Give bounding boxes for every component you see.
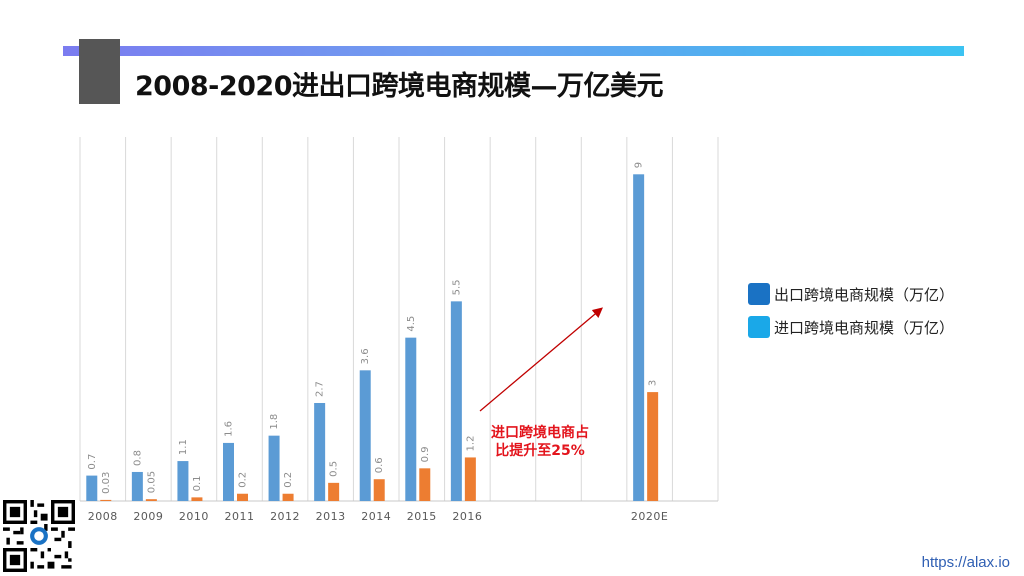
header-accent-block bbox=[79, 39, 120, 104]
import-bar bbox=[464, 457, 476, 501]
export-bar bbox=[314, 402, 326, 501]
import-data-label: 0.9 bbox=[420, 446, 431, 462]
export-bar bbox=[359, 370, 371, 501]
import-data-label: 0.2 bbox=[283, 472, 294, 488]
import-bar bbox=[328, 482, 340, 501]
x-tick-label: 2012 bbox=[270, 510, 300, 523]
import-bar bbox=[191, 497, 203, 501]
export-bar bbox=[268, 435, 280, 501]
chart-annotation: 进口跨境电商占 比提升至25% bbox=[470, 424, 610, 460]
import-data-label: 0.03 bbox=[101, 472, 112, 494]
trend-arrow bbox=[479, 307, 603, 412]
export-data-label: 0.8 bbox=[132, 450, 143, 466]
import-bar bbox=[419, 468, 431, 501]
export-data-label: 4.5 bbox=[406, 316, 417, 332]
import-data-label: 3 bbox=[648, 380, 659, 386]
footer-url[interactable]: https://alax.io bbox=[921, 554, 1010, 571]
legend-label-export: 出口跨境电商规模（万亿） bbox=[774, 285, 955, 304]
qr-code bbox=[3, 500, 75, 572]
import-data-label: 1.2 bbox=[465, 436, 476, 452]
legend-item-import: 进口跨境电商规模（万亿） bbox=[748, 316, 954, 338]
import-data-label: 0.05 bbox=[146, 471, 157, 493]
x-tick-label: 2015 bbox=[407, 510, 437, 523]
export-data-label: 1.8 bbox=[269, 414, 280, 430]
export-data-label: 9 bbox=[634, 162, 645, 168]
export-data-label: 2.7 bbox=[315, 381, 326, 397]
x-tick-label: 2014 bbox=[361, 510, 391, 523]
export-bar bbox=[223, 442, 234, 501]
import-bar bbox=[647, 392, 659, 501]
legend-item-export: 出口跨境电商规模（万亿） bbox=[748, 283, 954, 305]
export-data-label: 3.6 bbox=[360, 348, 371, 364]
import-bar bbox=[282, 493, 294, 501]
export-data-label: 5.5 bbox=[451, 279, 462, 295]
x-tick-label: 2010 bbox=[179, 510, 209, 523]
x-tick-label: 2011 bbox=[225, 510, 255, 523]
header-gradient-bar bbox=[63, 46, 964, 56]
legend-swatch-export bbox=[748, 283, 770, 305]
legend-label-import: 进口跨境电商规模（万亿） bbox=[774, 318, 955, 337]
import-bar bbox=[145, 499, 157, 501]
import-data-label: 0.1 bbox=[192, 475, 203, 491]
import-data-label: 0.2 bbox=[238, 472, 249, 488]
export-bar bbox=[131, 471, 143, 501]
legend-swatch-import bbox=[748, 316, 770, 338]
x-tick-label: 2013 bbox=[316, 510, 346, 523]
chart-legend: 出口跨境电商规模（万亿） 进口跨境电商规模（万亿） bbox=[748, 283, 954, 349]
export-bar bbox=[633, 174, 645, 502]
export-data-label: 0.7 bbox=[87, 454, 98, 470]
import-bar bbox=[373, 479, 385, 501]
export-bar bbox=[450, 301, 462, 501]
export-bar bbox=[86, 475, 98, 501]
x-tick-label: 2009 bbox=[133, 510, 163, 523]
annotation-line-1: 进口跨境电商占 bbox=[491, 425, 589, 441]
x-tick-label: 2008 bbox=[88, 510, 118, 523]
import-data-label: 0.6 bbox=[374, 457, 385, 473]
export-data-label: 1.1 bbox=[178, 439, 189, 455]
import-bar bbox=[100, 499, 112, 501]
import-data-label: 0.5 bbox=[329, 461, 340, 477]
annotation-line-2: 比提升至25% bbox=[495, 443, 585, 459]
slide-title: 2008-2020进出口跨境电商规模—万亿美元 bbox=[135, 71, 664, 102]
import-bar bbox=[237, 493, 248, 501]
x-tick-label: 2020E bbox=[631, 510, 668, 523]
x-tick-label: 2016 bbox=[452, 510, 482, 523]
export-data-label: 1.6 bbox=[224, 421, 235, 437]
export-bar bbox=[177, 461, 189, 501]
export-bar bbox=[405, 337, 417, 501]
